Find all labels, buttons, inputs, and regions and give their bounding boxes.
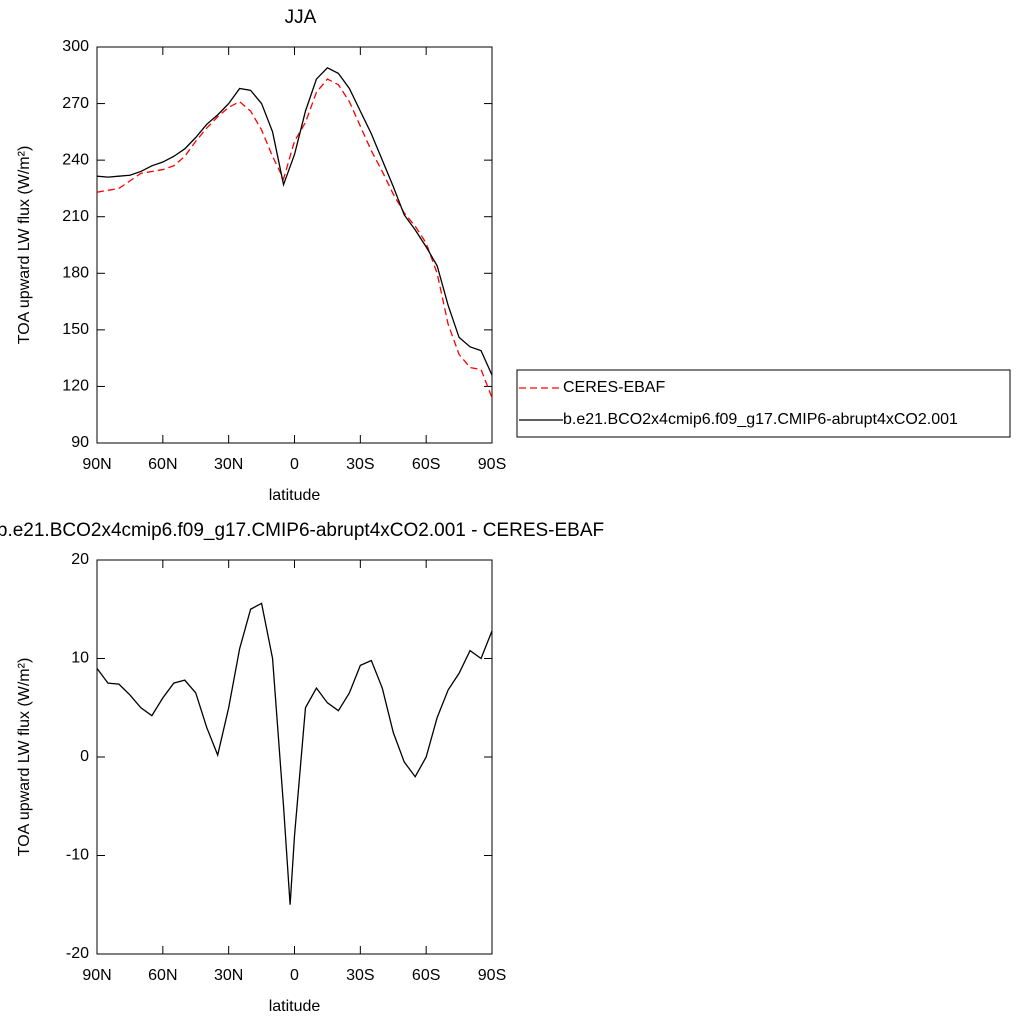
x-tick-label: 30S — [346, 456, 374, 473]
y-tick-label: 120 — [62, 378, 89, 395]
y-tick-label: 270 — [62, 95, 89, 112]
x-tick-label: 60N — [148, 967, 177, 984]
plot-frame — [96, 46, 493, 444]
y-tick-label: 210 — [62, 208, 89, 225]
data-line — [96, 66, 493, 376]
x-tick-label: 90S — [478, 967, 506, 984]
y-tick-label: 240 — [62, 151, 89, 168]
legend-box — [516, 369, 1011, 438]
chart-title: JJA — [285, 7, 317, 28]
x-tick-label: 30N — [214, 967, 243, 984]
y-tick-label: 180 — [62, 265, 89, 282]
x-tick-label: 30N — [214, 456, 243, 473]
chart-title: b.e21.BCO2x4cmip6.f09_g17.CMIP6-abrupt4x… — [0, 520, 604, 541]
y-tick-label: 90 — [71, 434, 89, 451]
legend-label: CERES-EBAF — [563, 379, 665, 396]
x-axis-label: latitude — [269, 487, 321, 504]
x-tick-label: 60S — [412, 456, 440, 473]
data-line — [96, 602, 493, 905]
x-tick-label: 90N — [82, 456, 111, 473]
y-tick-label: 150 — [62, 321, 89, 338]
y-tick-label: 20 — [71, 551, 89, 568]
y-tick-label: 10 — [71, 650, 89, 667]
y-tick-label: -10 — [66, 847, 89, 864]
data-line — [96, 78, 493, 398]
x-tick-label: 0 — [290, 456, 299, 473]
x-tick-label: 90S — [478, 456, 506, 473]
y-tick-label: 300 — [62, 38, 89, 55]
plot-frame — [96, 559, 493, 955]
y-tick-label: 0 — [80, 748, 89, 765]
legend-label: b.e21.BCO2x4cmip6.f09_g17.CMIP6-abrupt4x… — [563, 411, 958, 428]
x-tick-label: 60N — [148, 456, 177, 473]
y-axis-label: TOA upward LW flux (W/m²) — [16, 146, 33, 345]
y-tick-label: -20 — [66, 945, 89, 962]
x-tick-label: 0 — [290, 967, 299, 984]
x-tick-label: 90N — [82, 967, 111, 984]
y-axis-label: TOA upward LW flux (W/m²) — [16, 658, 33, 857]
x-tick-label: 30S — [346, 967, 374, 984]
x-tick-label: 60S — [412, 967, 440, 984]
x-axis-label: latitude — [269, 998, 321, 1015]
